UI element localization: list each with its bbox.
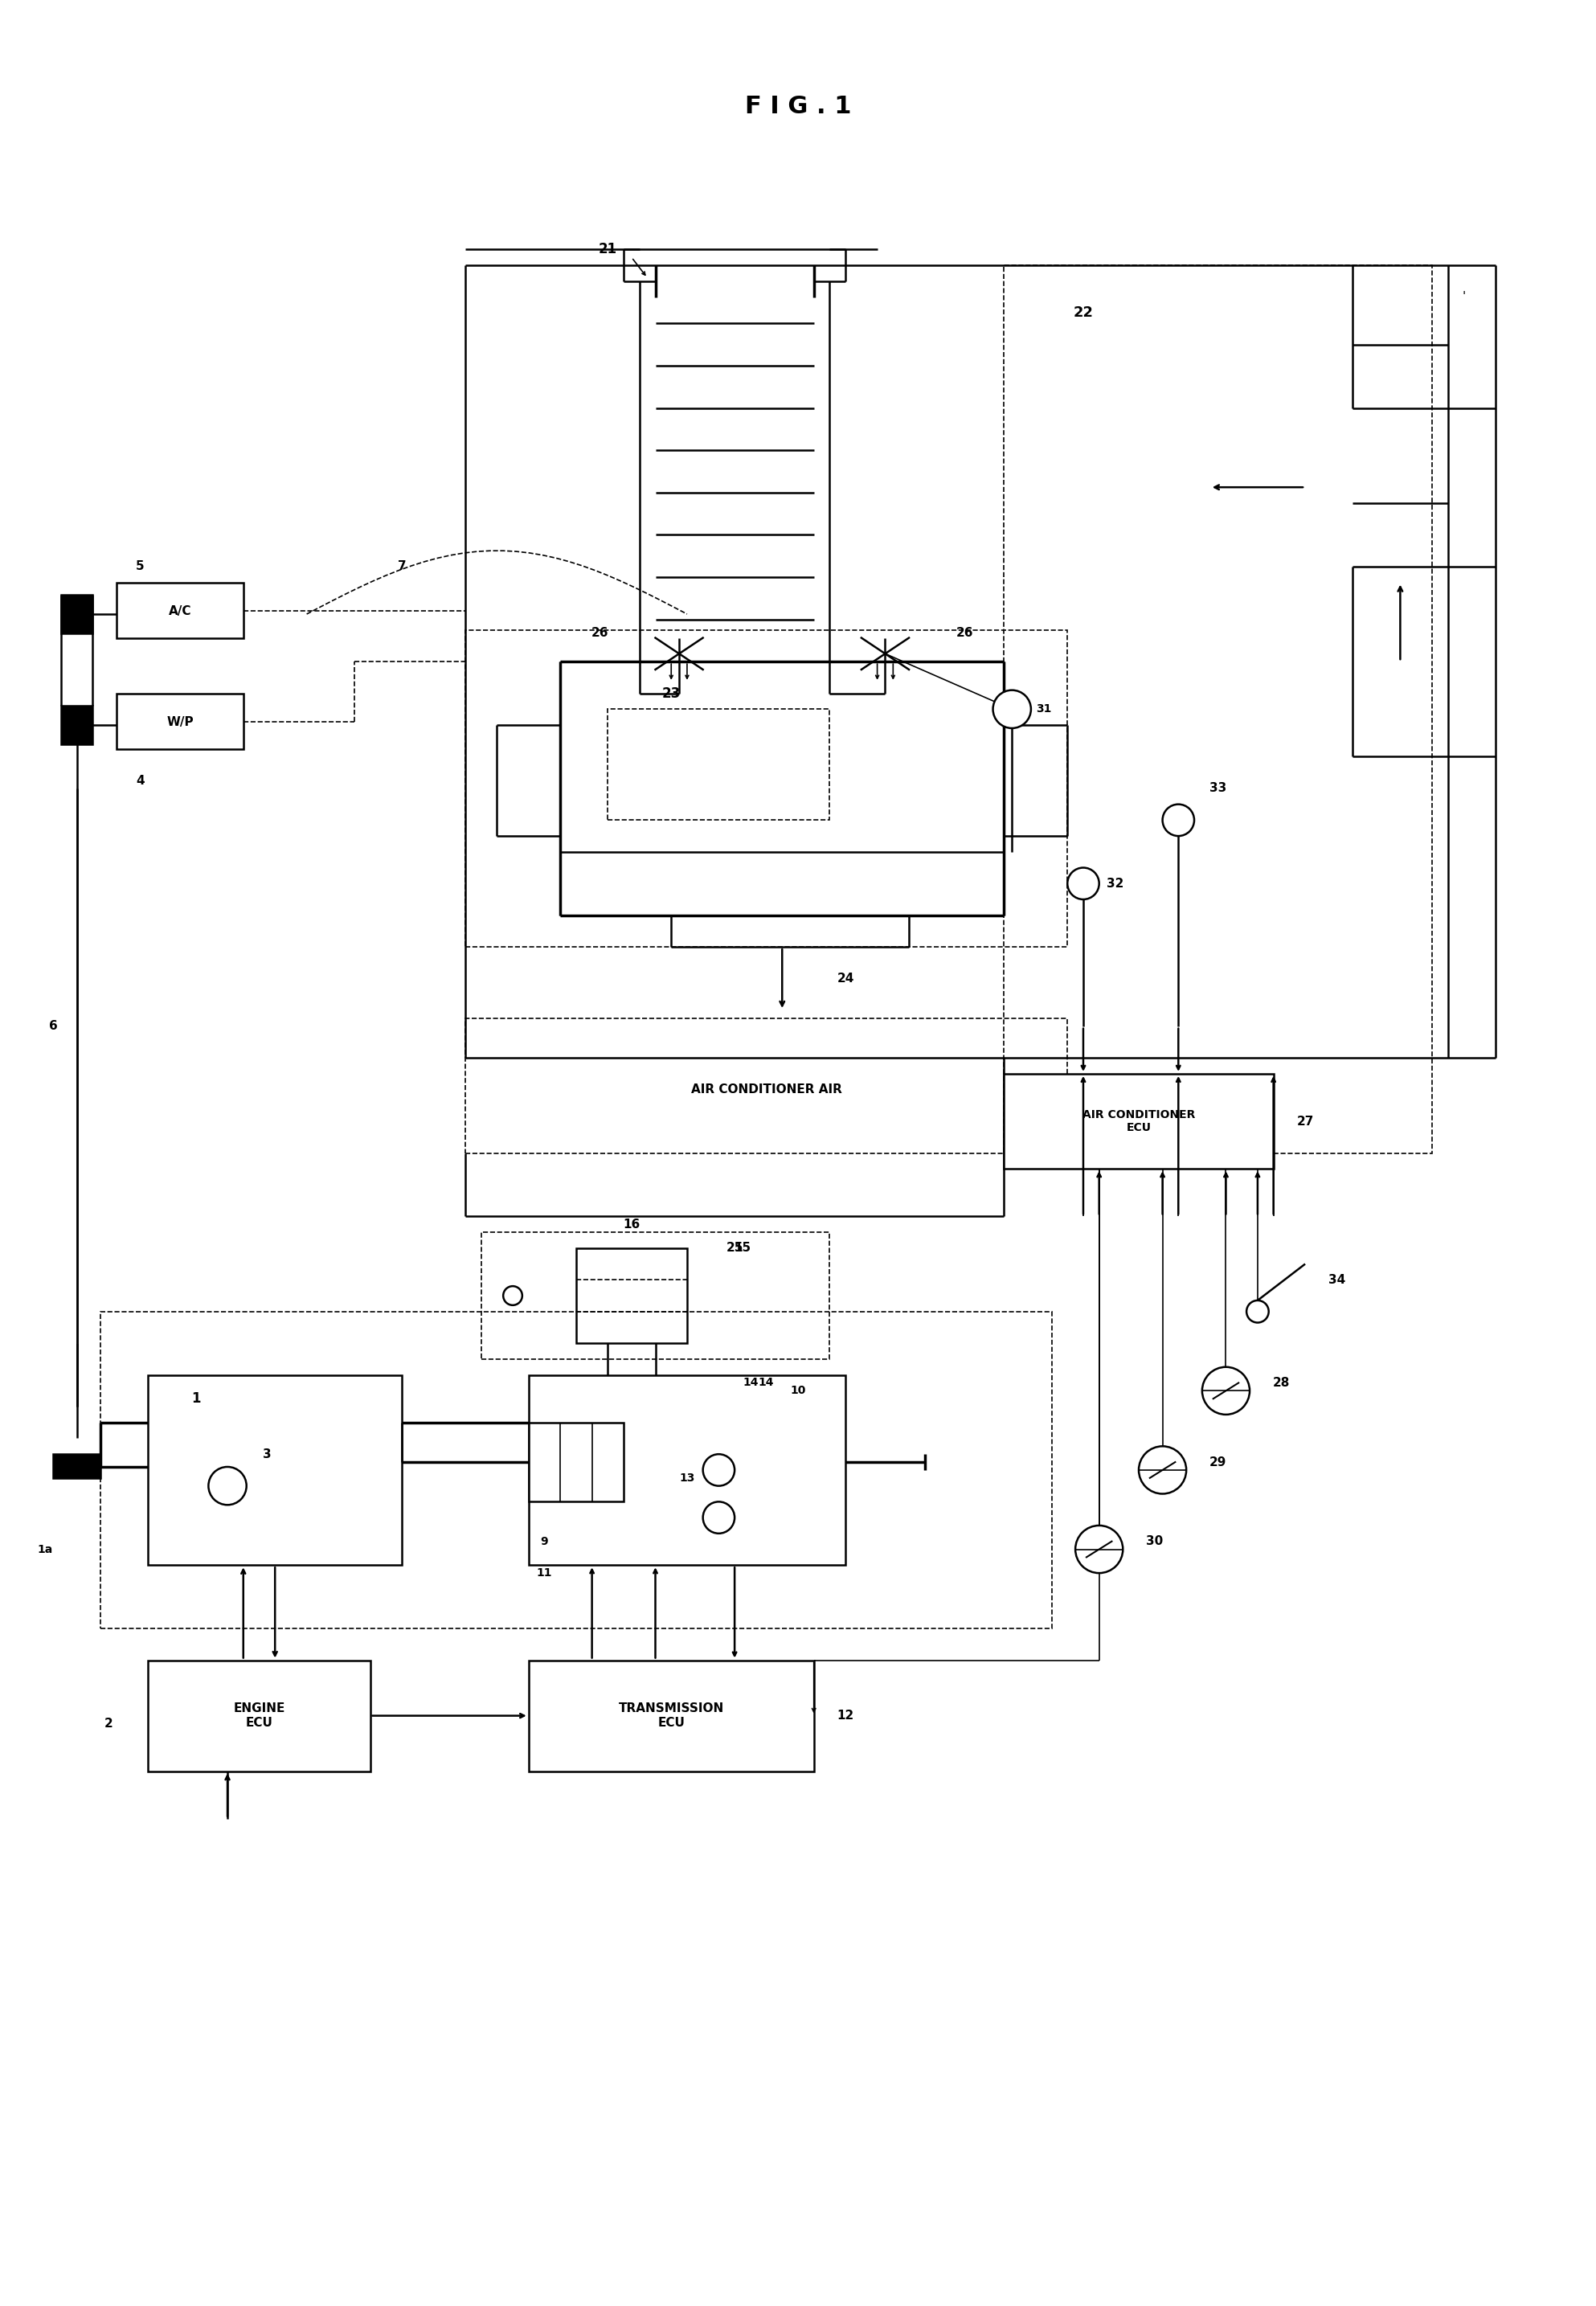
Text: 22: 22 — [1073, 307, 1093, 321]
Text: 21: 21 — [598, 242, 618, 256]
Bar — [53, 1455, 101, 1478]
Text: 26: 26 — [591, 627, 608, 639]
Text: 16: 16 — [622, 1218, 640, 1231]
Circle shape — [702, 1455, 734, 1485]
Text: 3: 3 — [263, 1448, 271, 1460]
Text: 14: 14 — [758, 1377, 774, 1388]
Text: 23: 23 — [662, 687, 680, 701]
Circle shape — [1076, 1527, 1124, 1573]
Text: 24: 24 — [836, 973, 854, 985]
Text: 5: 5 — [136, 560, 145, 572]
Circle shape — [1068, 867, 1100, 899]
Text: 33: 33 — [1210, 782, 1226, 796]
Bar — [608, 710, 830, 821]
Text: 1: 1 — [192, 1391, 201, 1407]
Text: 6: 6 — [49, 1019, 57, 1033]
Text: 31: 31 — [1036, 703, 1052, 715]
Circle shape — [1162, 805, 1194, 837]
Text: 2: 2 — [104, 1718, 113, 1730]
Bar — [576, 1248, 686, 1342]
Circle shape — [1138, 1446, 1186, 1494]
Text: 27: 27 — [1296, 1116, 1314, 1128]
Bar — [61, 706, 93, 745]
Text: 9: 9 — [541, 1536, 549, 1547]
Circle shape — [1202, 1367, 1250, 1414]
Text: 13: 13 — [680, 1471, 694, 1483]
Bar — [528, 1660, 814, 1771]
Circle shape — [1246, 1301, 1269, 1324]
Bar — [528, 1374, 846, 1566]
Text: AIR CONDITIONER
ECU: AIR CONDITIONER ECU — [1082, 1109, 1195, 1135]
Text: 32: 32 — [1106, 879, 1124, 890]
Bar — [464, 1019, 1068, 1153]
Text: 28: 28 — [1272, 1377, 1290, 1388]
Bar — [528, 1423, 624, 1501]
Circle shape — [503, 1287, 522, 1305]
Circle shape — [702, 1501, 734, 1533]
Bar — [117, 694, 243, 749]
Text: 7: 7 — [397, 560, 405, 572]
Text: ': ' — [1462, 291, 1465, 302]
Text: 4: 4 — [136, 775, 145, 786]
Text: TRANSMISSION
ECU: TRANSMISSION ECU — [619, 1702, 725, 1730]
Text: AIR CONDITIONER AIR: AIR CONDITIONER AIR — [691, 1084, 841, 1095]
Text: 34: 34 — [1328, 1273, 1345, 1287]
Bar — [148, 1374, 402, 1566]
Bar — [1004, 265, 1432, 1153]
Text: ENGINE
ECU: ENGINE ECU — [233, 1702, 286, 1730]
Bar — [101, 1312, 1052, 1628]
Bar — [148, 1660, 370, 1771]
Text: A/C: A/C — [169, 604, 192, 618]
Text: 25: 25 — [726, 1243, 744, 1254]
Bar — [480, 1231, 830, 1358]
Text: W/P: W/P — [166, 715, 193, 729]
Text: 12: 12 — [836, 1709, 854, 1723]
Text: 26: 26 — [956, 627, 974, 639]
Text: 1a: 1a — [37, 1543, 53, 1554]
Bar — [1004, 1075, 1274, 1169]
Bar — [464, 630, 1068, 948]
Bar — [117, 583, 243, 639]
Circle shape — [209, 1467, 246, 1506]
Bar — [61, 595, 93, 634]
Text: 30: 30 — [1146, 1536, 1163, 1547]
Circle shape — [993, 689, 1031, 729]
Text: 14: 14 — [742, 1377, 758, 1388]
Text: 10: 10 — [790, 1386, 806, 1397]
Text: 29: 29 — [1210, 1455, 1227, 1469]
Text: F I G . 1: F I G . 1 — [745, 95, 851, 118]
Text: 15: 15 — [734, 1243, 752, 1254]
Text: 11: 11 — [536, 1568, 552, 1580]
